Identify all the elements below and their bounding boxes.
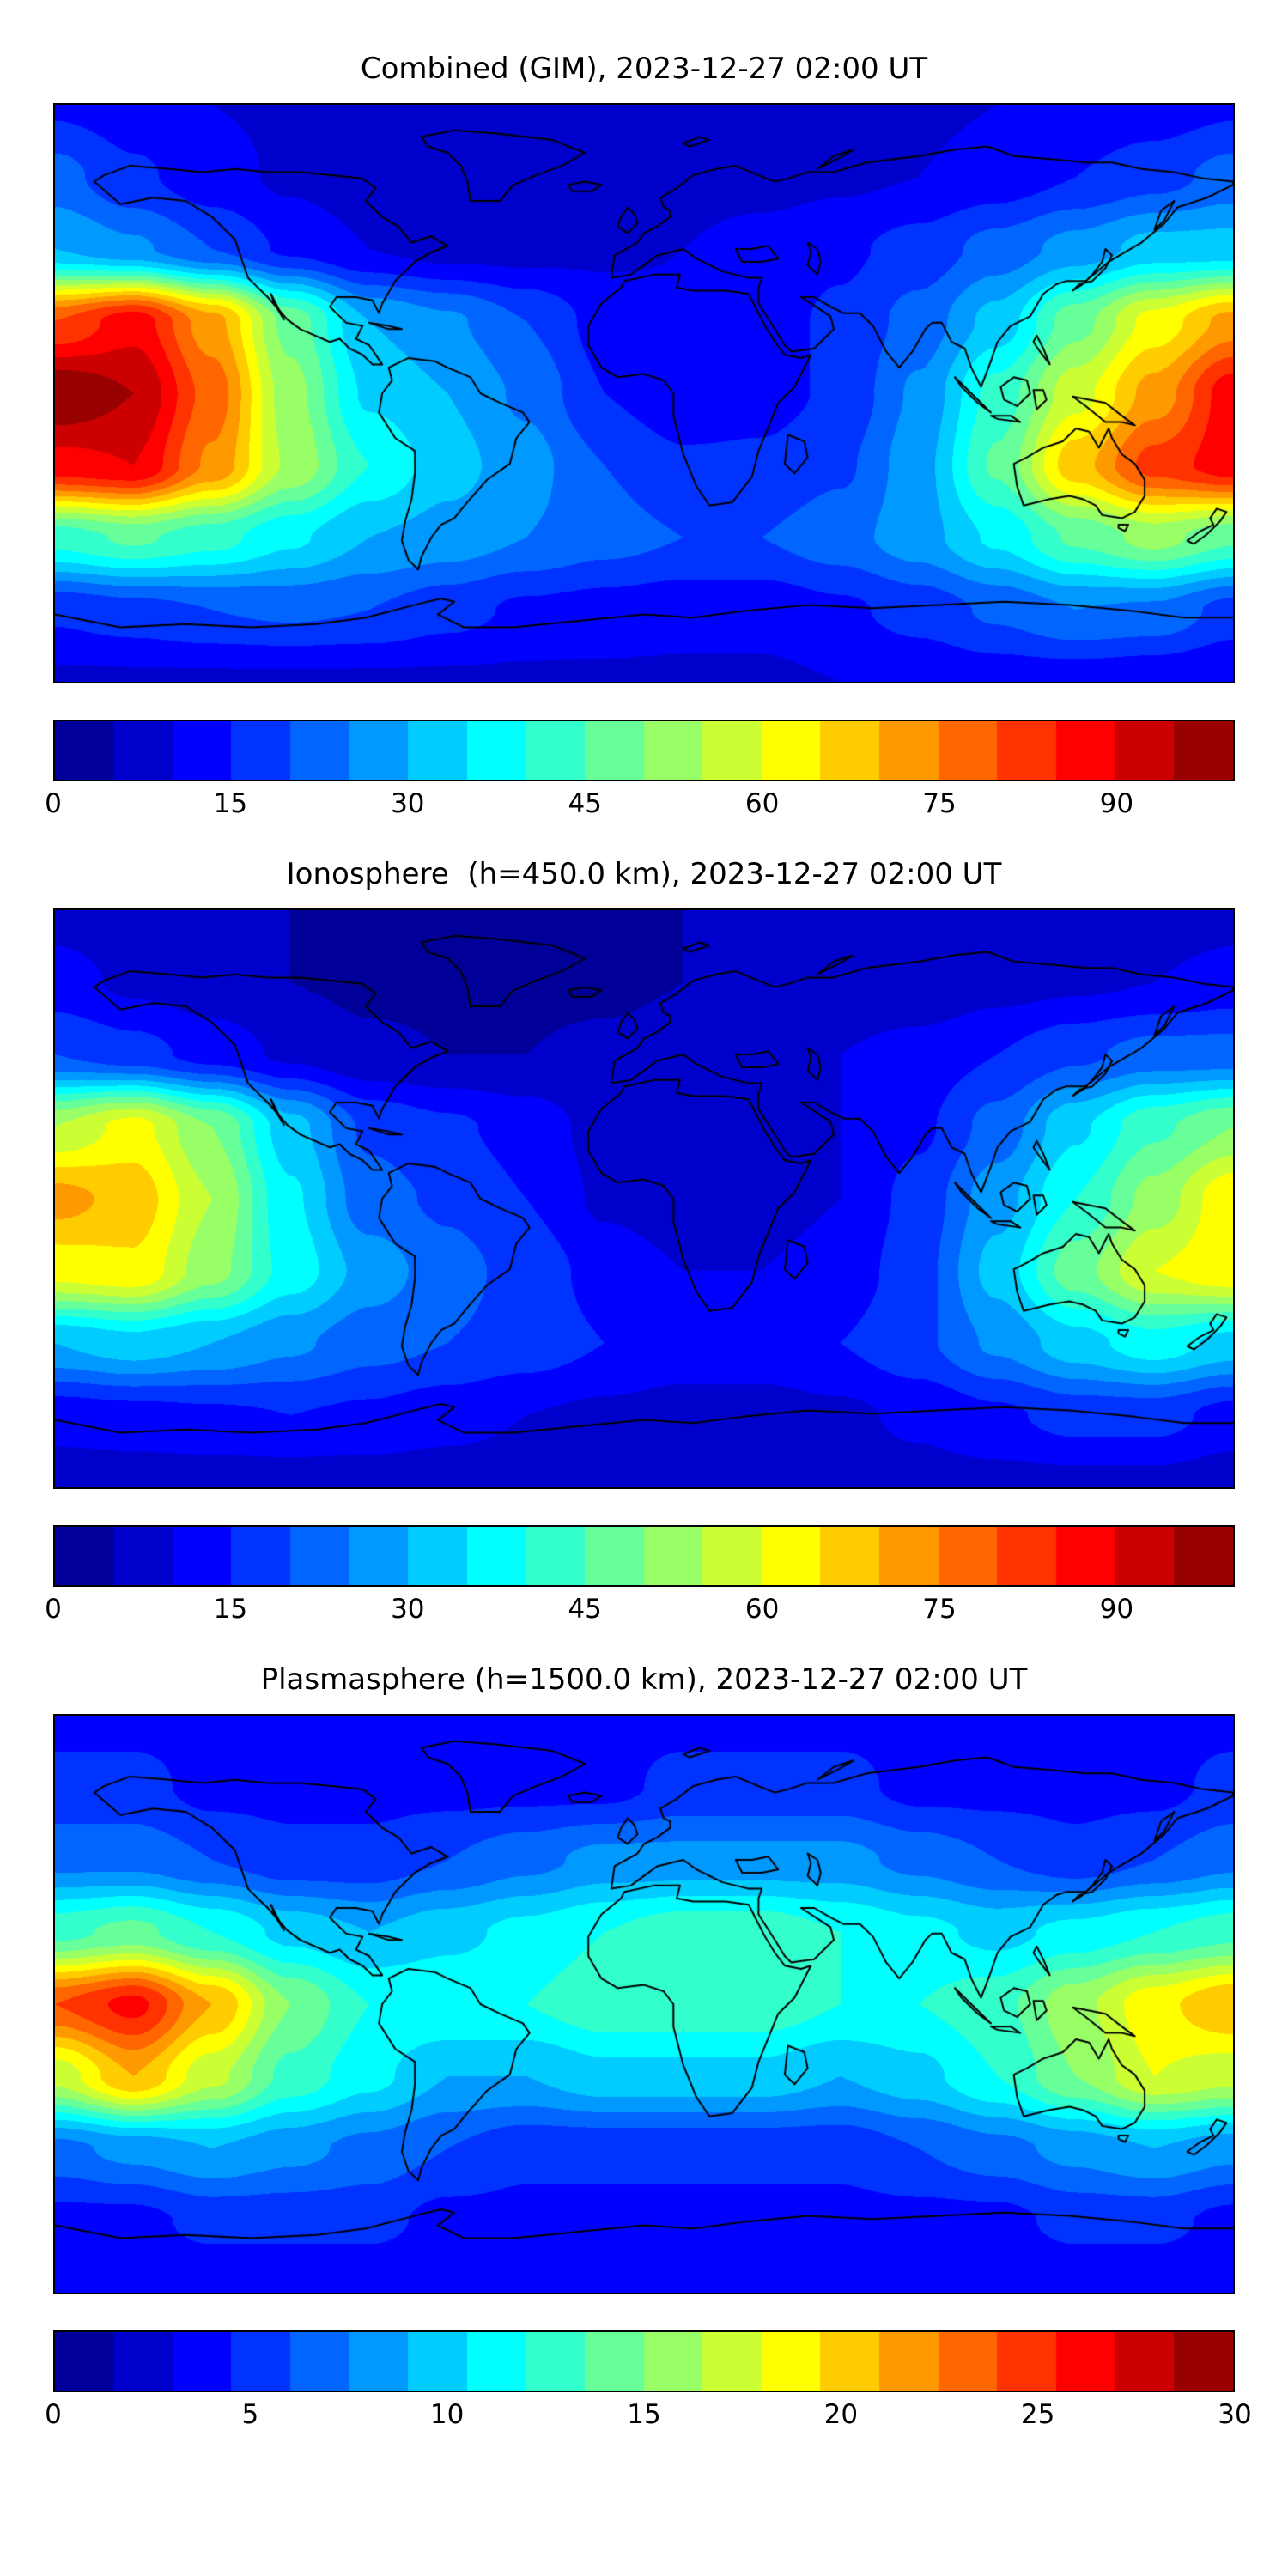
colorbar-tick-label: 15: [213, 1594, 248, 1625]
tec-map-canvas-combined: [55, 105, 1233, 682]
map-frame-plasmasphere: [53, 1714, 1235, 2294]
colorbar-tick-label: 30: [391, 1594, 425, 1625]
colorbar-tick-label: 20: [823, 2399, 859, 2430]
colorbar-tick-label: 30: [1218, 2399, 1252, 2430]
map-frame-ionosphere: [53, 908, 1235, 1489]
colorbar-frame-combined: [53, 720, 1235, 781]
colorbar-frame-plasmasphere: [53, 2330, 1235, 2392]
map-frame-combined: [53, 103, 1235, 683]
colorbar-canvas-combined: [55, 721, 1233, 780]
panel-title-combined: Combined (GIM), 2023-12-27 02:00 UT: [360, 52, 928, 86]
colorbar-tick-label: 75: [922, 788, 957, 819]
colorbar-tick-label: 45: [568, 788, 602, 819]
colorbar-tick-label: 90: [1099, 1594, 1134, 1625]
colorbar-tick-label: 15: [627, 2399, 661, 2430]
colorbar-tick-label: 5: [241, 2399, 259, 2430]
colorbar-canvas-ionosphere: [55, 1527, 1233, 1585]
panel-plasmasphere: Plasmasphere (h=1500.0 km), 2023-12-27 0…: [0, 1662, 1288, 2439]
colorbar-tick-label: 90: [1099, 788, 1134, 819]
colorbar-tick-label: 0: [45, 788, 62, 819]
panel-combined-gim: Combined (GIM), 2023-12-27 02:00 UT 0 15 3…: [0, 52, 1288, 828]
colorbar-tick-label: 60: [744, 1594, 780, 1625]
colorbar-tick-label: 60: [744, 788, 780, 819]
panel-title-ionosphere: Ionosphere (h=450.0 km), 2023-12-27 02:0…: [286, 857, 1002, 891]
tec-map-canvas-ionosphere: [55, 910, 1233, 1487]
tec-map-canvas-plasmasphere: [55, 1716, 1233, 2293]
colorbar-tick-label: 15: [213, 788, 248, 819]
colorbar-tick-label: 75: [922, 1594, 957, 1625]
panel-title-plasmasphere: Plasmasphere (h=1500.0 km), 2023-12-27 0…: [260, 1662, 1028, 1697]
panel-ionosphere: Ionosphere (h=450.0 km), 2023-12-27 02:0…: [0, 857, 1288, 1633]
colorbar-frame-ionosphere: [53, 1525, 1235, 1587]
colorbar-tick-label: 0: [45, 1594, 62, 1625]
colorbar-ticks-plasmasphere: 0 5 10 15 20 25 30: [45, 2397, 1252, 2439]
colorbar-canvas-plasmasphere: [55, 2332, 1233, 2391]
colorbar-tick-label: 30: [391, 788, 425, 819]
colorbar-ticks-ionosphere: 0 15 30 45 60 75 90: [45, 1592, 1235, 1633]
colorbar-ticks-combined: 0 15 30 45 60 75 90: [45, 787, 1235, 828]
colorbar-tick-label: 10: [429, 2399, 465, 2430]
colorbar-tick-label: 25: [1020, 2399, 1055, 2430]
colorbar-tick-label: 45: [568, 1594, 602, 1625]
colorbar-tick-label: 0: [45, 2399, 62, 2430]
